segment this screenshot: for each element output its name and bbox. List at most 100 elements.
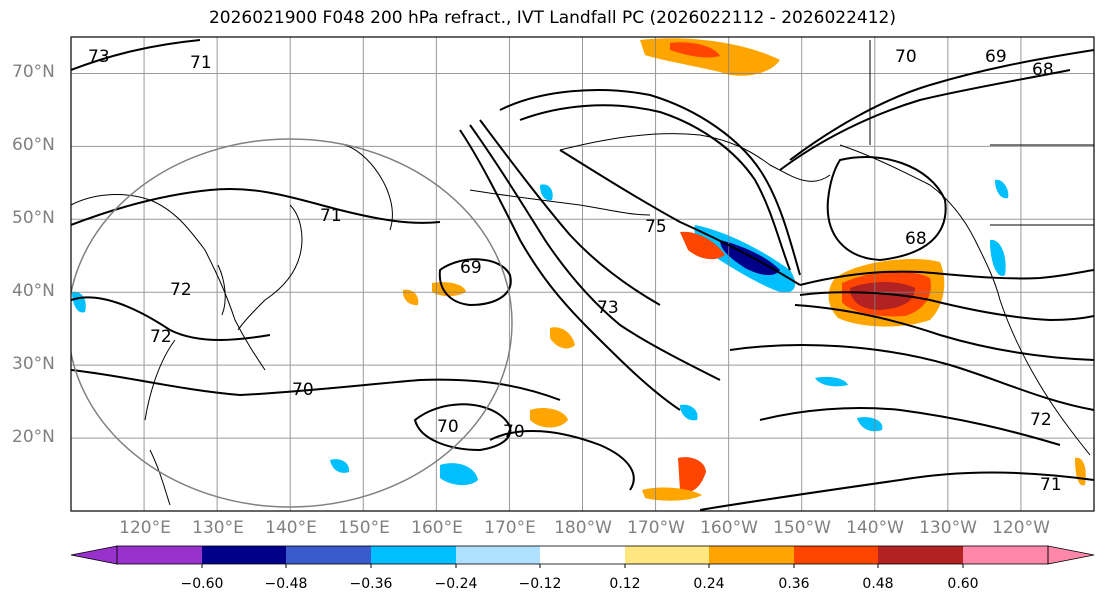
contour-71-east [699, 471, 1094, 511]
map-frame [70, 36, 1095, 512]
lon-label: 140°E [265, 518, 317, 538]
colorbar-frame [116, 545, 1049, 565]
contour-label: 69 [460, 258, 482, 278]
anomaly-positive-jet-left [680, 231, 725, 260]
coast-alaska [559, 133, 831, 182]
anomaly-negative-misc1 [540, 184, 553, 201]
contour-label: 73 [597, 298, 619, 318]
coast-na-border [869, 40, 1094, 226]
colorbar [70, 545, 1095, 568]
contour-jet-4 [499, 89, 801, 276]
contour-label: 70 [503, 422, 525, 442]
contour-72-west [71, 296, 271, 341]
anomaly-positive-mid [550, 327, 575, 349]
colorbar-tick-label: −0.24 [434, 576, 478, 592]
lon-label: 180°W [554, 518, 612, 538]
colorbar-band [540, 546, 625, 564]
refractivity-contours [71, 39, 1094, 511]
contour-70-south [489, 430, 635, 491]
coast-na-west [839, 144, 1091, 456]
anomaly-negative-misc5 [995, 179, 1009, 199]
lon-label: 130°E [192, 518, 244, 538]
anomaly-negative-misc9 [72, 291, 86, 313]
reference-circle [71, 138, 513, 508]
contour-gulf-2 [799, 291, 1094, 322]
contour-label: 68 [1032, 60, 1054, 80]
colorbar-extend-min [70, 545, 118, 565]
lon-label: 140°W [846, 518, 904, 538]
colorbar-band [286, 546, 371, 564]
colorbar-tick-label: −0.36 [349, 576, 393, 592]
contour-label: 72 [170, 280, 192, 300]
contour-jet-1 [459, 129, 681, 411]
colorbar-tick-label: 0.60 [947, 576, 979, 592]
lat-label-40: 40°N [12, 281, 55, 301]
lon-label: 170°E [484, 518, 536, 538]
contour-label: 71 [1040, 475, 1062, 495]
lon-label: 160°W [700, 518, 758, 538]
map-area: 73 71 70 69 68 71 69 75 73 68 72 70 70 7… [71, 37, 1094, 511]
lat-label-70: 70°N [12, 62, 55, 82]
plot-title: 2026021900 F048 200 hPa refract., IVT La… [208, 8, 896, 28]
shaded-anomalies [72, 38, 1086, 501]
colorbar-tick-label: −0.48 [264, 576, 308, 592]
anomaly-negative-misc8 [815, 376, 848, 387]
lon-label: 150°W [773, 518, 831, 538]
lon-label: 130°W [919, 518, 977, 538]
contour-70-ring [413, 403, 512, 452]
colorbar-tick-label: 0.24 [693, 576, 725, 592]
anomaly-positive-sub2 [642, 487, 702, 501]
colorbar-band [625, 546, 709, 564]
colorbar-band [709, 546, 794, 564]
colorbar-tick-label: 0.48 [862, 576, 894, 592]
colorbar-band [878, 546, 963, 564]
anomaly-negative-misc7 [680, 404, 698, 421]
lat-label-30: 30°N [12, 354, 55, 374]
colorbar-band [456, 546, 540, 564]
contour-jet-5 [519, 104, 791, 271]
anomaly-negative-misc4 [990, 239, 1006, 276]
coast-japan [237, 204, 303, 331]
lon-label: 150°E [338, 518, 390, 538]
coast-kamchatka [344, 144, 393, 231]
lon-label: 120°W [992, 518, 1050, 538]
contour-na-1 [789, 49, 1094, 161]
coast-korea [217, 264, 226, 316]
contour-label: 70 [437, 417, 459, 437]
contour-69-ring [438, 258, 512, 307]
lat-label-20: 20°N [12, 427, 55, 447]
lat-label-60: 60°N [12, 135, 55, 155]
lon-label: 160°E [411, 518, 463, 538]
contour-label: 70 [895, 47, 917, 67]
contour-label: 73 [88, 47, 110, 67]
anomaly-positive-sub [678, 457, 706, 492]
contour-label: 71 [320, 206, 342, 226]
lat-label-50: 50°N [12, 208, 55, 228]
contour-label: 72 [150, 327, 172, 347]
contour-lower-arc [759, 407, 1061, 446]
contour-label: 70 [292, 380, 314, 400]
contour-75 [559, 149, 801, 286]
lon-label: 120°E [119, 518, 171, 538]
colorbar-tick-label: −0.60 [180, 576, 224, 592]
anomaly-positive-gulf-peak [850, 282, 915, 310]
contour-label: 68 [905, 229, 927, 249]
contour-jet-3 [479, 119, 661, 306]
colorbar-extend-max [1047, 545, 1095, 565]
contour-label: 69 [985, 47, 1007, 67]
colorbar-tick-label: −0.12 [518, 576, 562, 592]
colorbar-band [202, 546, 286, 564]
contour-label: 71 [190, 53, 212, 73]
colorbar-band [117, 546, 202, 564]
colorbar-band [963, 546, 1048, 564]
anomaly-negative-misc3 [440, 463, 478, 486]
colorbar-tick-label: 0.12 [609, 576, 641, 592]
colorbar-tick-label: 0.36 [778, 576, 810, 592]
colorbar-band [794, 546, 878, 564]
contour-label-group: 73 71 70 69 68 71 69 75 73 68 72 70 70 7… [88, 47, 1062, 495]
contour-70-mid [71, 369, 561, 401]
contour-label: 75 [645, 217, 667, 237]
contour-na-2 [779, 69, 1071, 171]
contour-jet-2 [469, 124, 721, 381]
